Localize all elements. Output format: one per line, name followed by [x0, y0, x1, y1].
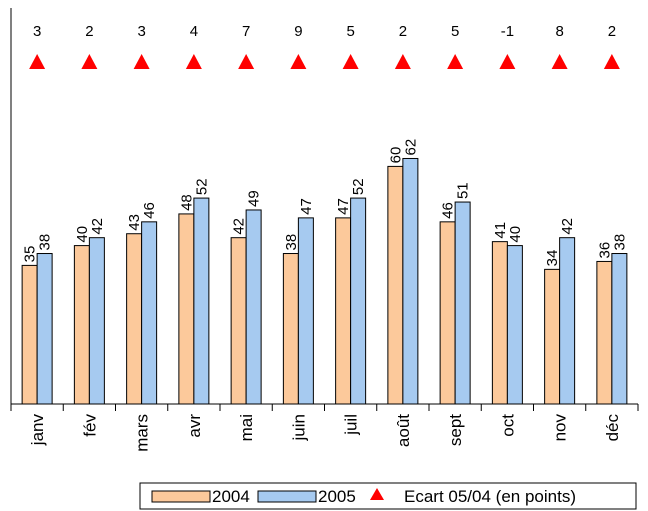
ecart-value-juin: 9 — [294, 23, 302, 40]
ecart-marker-juil — [342, 54, 359, 69]
ecart-value-oct: -1 — [501, 23, 514, 40]
bar-label-2004-janv: 35 — [22, 246, 39, 263]
bar-2004-juin — [282, 253, 299, 405]
legend-marker-ecart — [370, 488, 384, 500]
bar-label-2004-oct: 41 — [492, 222, 509, 239]
bar-2004-déc — [596, 260, 613, 405]
bar-label-2004-déc: 36 — [596, 242, 613, 259]
bar-label-2004-sept: 46 — [440, 202, 457, 219]
bar-2005-fév — [88, 237, 105, 405]
ecart-value-août: 2 — [399, 23, 407, 40]
legend: 2004 2005 Ecart 05/04 (en points) — [139, 482, 637, 510]
x-tick-label-mai: mai — [237, 414, 256, 441]
bar-2005-nov — [559, 237, 576, 405]
bar-label-2004-fév: 40 — [74, 226, 91, 243]
x-tick-label-oct: oct — [498, 414, 517, 437]
bar-2005-mars — [141, 221, 158, 405]
bar-2004-avr — [178, 213, 195, 405]
x-tick-label-juin: juin — [289, 414, 308, 441]
x-tick-label-août: août — [394, 414, 413, 447]
bar-2004-nov — [544, 268, 561, 405]
bar-2005-sept — [454, 201, 471, 405]
bar-2004-août — [387, 165, 404, 405]
bar-2005-déc — [611, 253, 628, 405]
bar-label-2004-juin: 38 — [283, 234, 300, 251]
bar-label-2004-août: 60 — [387, 147, 404, 164]
legend-box — [139, 482, 637, 510]
legend-swatch-2005 — [257, 490, 317, 503]
bar-2005-août — [402, 157, 419, 405]
ecart-marker-mai — [238, 54, 255, 69]
ecart-value-nov: 8 — [555, 23, 563, 40]
x-tick-label-janv: janv — [28, 414, 47, 447]
legend-label-2004: 2004 — [212, 487, 250, 506]
ecart-marker-août — [394, 54, 411, 69]
bar-2005-janv — [36, 253, 53, 405]
ecart-marker-juin — [290, 54, 307, 69]
legend-swatch-2004 — [151, 490, 211, 503]
bar-label-2005-juil: 52 — [350, 178, 367, 195]
x-tick-label-sept: sept — [446, 414, 465, 446]
bar-label-2004-avr: 48 — [178, 194, 195, 211]
bar-label-2004-juil: 47 — [335, 198, 352, 215]
bar-label-2005-avr: 52 — [193, 178, 210, 195]
bar-label-2004-nov: 34 — [544, 250, 561, 267]
ecart-value-mars: 3 — [137, 23, 145, 40]
bar-label-2005-août: 62 — [402, 139, 419, 156]
bar-2004-mai — [230, 237, 247, 405]
bar-label-2004-mai: 42 — [231, 218, 248, 235]
ecart-marker-fév — [81, 54, 98, 69]
ecart-value-déc: 2 — [608, 23, 616, 40]
bar-2004-oct — [491, 241, 508, 405]
x-tick-label-déc: déc — [603, 414, 622, 442]
ecart-values: 3 2 3 4 7 9 5 2 5 -1 8 2 — [33, 23, 616, 40]
ecart-value-fév: 2 — [85, 23, 93, 40]
bar-label-2005-mars: 46 — [141, 202, 158, 219]
x-tick-label-nov: nov — [551, 414, 570, 442]
bar-2004-mars — [126, 233, 143, 405]
bar-2004-janv — [21, 264, 38, 405]
ecart-marker-nov — [551, 54, 568, 69]
bar-label-2005-déc: 38 — [611, 234, 628, 251]
bar-label-2005-fév: 42 — [89, 218, 106, 235]
bar-2004-sept — [439, 221, 456, 405]
bar-2005-avr — [193, 197, 210, 405]
ecart-marker-mars — [133, 54, 150, 69]
ecart-value-sept: 5 — [451, 23, 459, 40]
bar-label-2005-sept: 51 — [455, 182, 472, 199]
ecart-value-juil: 5 — [346, 23, 354, 40]
bar-2004-fév — [73, 245, 90, 405]
bar-label-2005-oct: 40 — [507, 226, 524, 243]
bar-2004-juil — [335, 217, 352, 405]
bar-label-2005-mai: 49 — [246, 190, 263, 207]
legend-label-2005: 2005 — [318, 487, 356, 506]
x-tick-label-avr: avr — [185, 414, 204, 438]
ecart-marker-oct — [499, 54, 516, 69]
bar-2005-mai — [245, 209, 262, 405]
ecart-marker-avr — [185, 54, 202, 69]
bar-2005-oct — [506, 245, 523, 405]
ecart-markers — [29, 54, 620, 69]
ecart-marker-déc — [603, 54, 620, 69]
legend-label-ecart: Ecart 05/04 (en points) — [404, 487, 576, 506]
bars — [21, 157, 628, 405]
bar-label-2005-nov: 42 — [559, 218, 576, 235]
x-tick-label-juil: juil — [342, 414, 361, 436]
x-axis-ticks — [10, 404, 639, 411]
ecart-marker-sept — [447, 54, 464, 69]
bar-2005-juin — [297, 217, 314, 405]
ecart-marker-janv — [29, 54, 46, 69]
bar-label-2005-juin: 47 — [298, 198, 315, 215]
bar-label-2004-mars: 43 — [126, 214, 143, 231]
bar-label-2005-janv: 38 — [37, 234, 54, 251]
bar-2005-juil — [350, 197, 367, 405]
x-tick-label-mars: mars — [133, 414, 152, 452]
x-tick-label-fév: fév — [80, 414, 99, 437]
ecart-value-janv: 3 — [33, 23, 41, 40]
x-tick-labels: janv fév mars avr mai juin juil août sept oct nov d… — [28, 414, 622, 452]
ecart-value-avr: 4 — [190, 23, 198, 40]
ecart-value-mai: 7 — [242, 23, 250, 40]
